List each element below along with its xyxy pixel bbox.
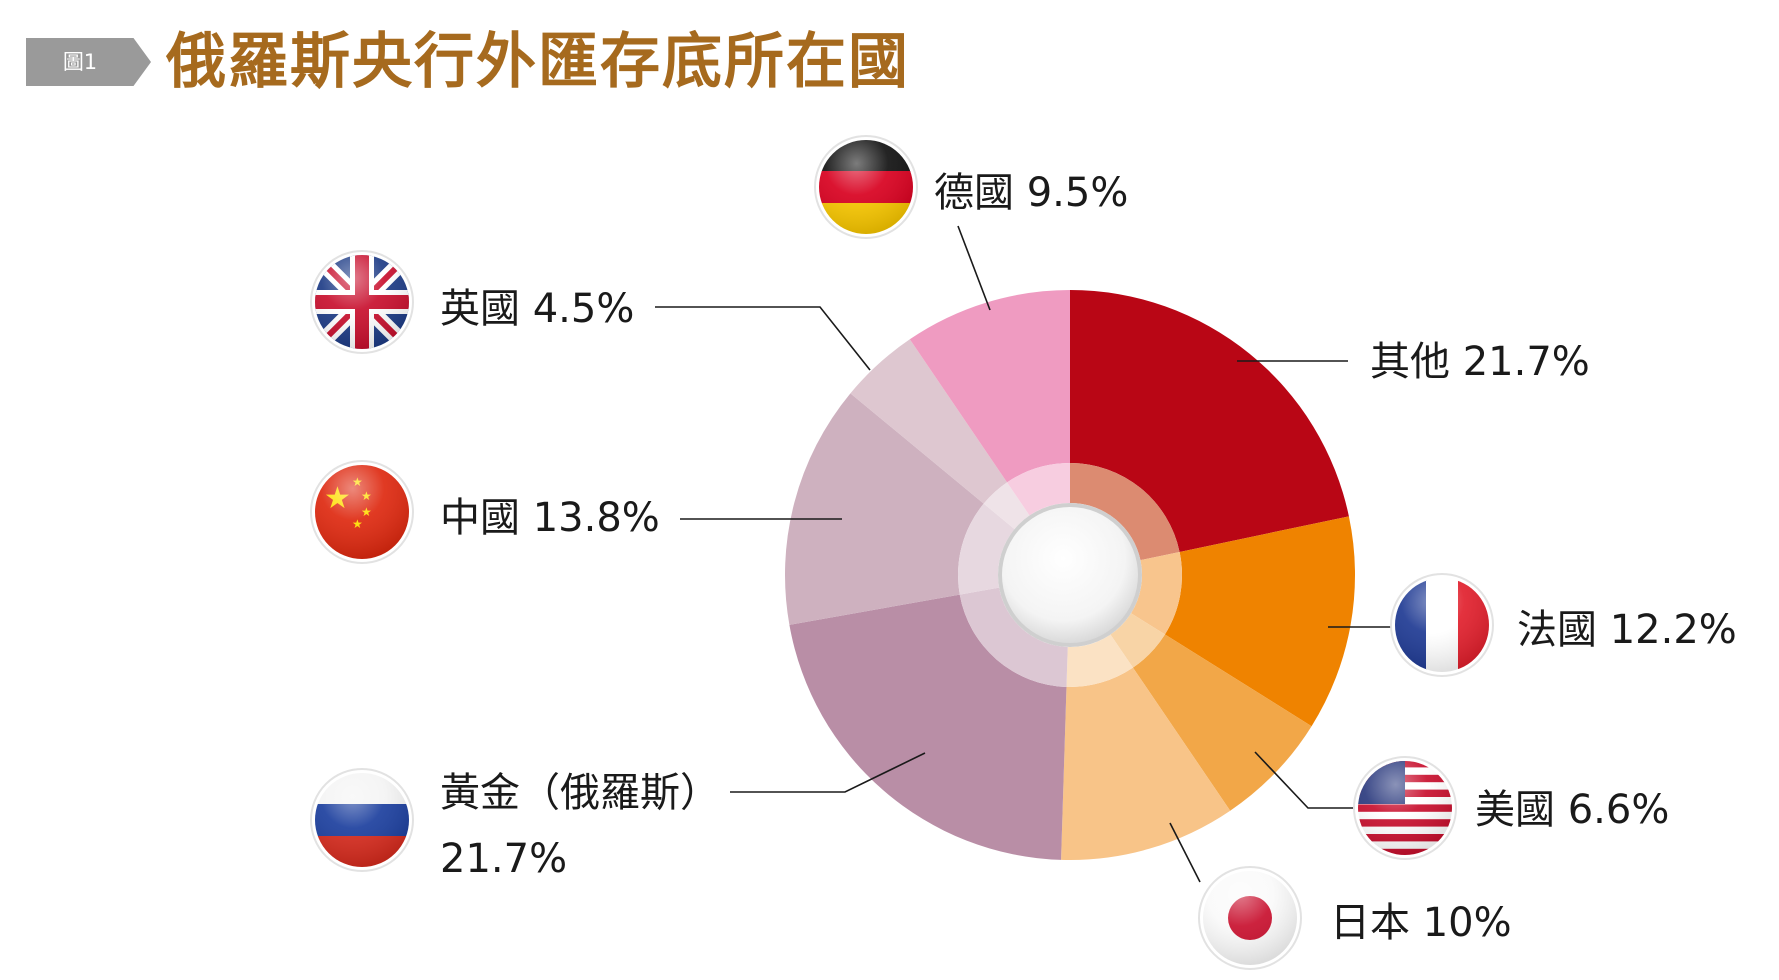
label-usa: 美國 6.6% <box>1475 787 1669 833</box>
figure-tag-label: 圖1 <box>62 50 98 74</box>
donut-slice-inner-0 <box>1070 463 1180 561</box>
donut-slice-inner-4 <box>959 587 1068 687</box>
label-japan: 日本 10% <box>1330 900 1512 946</box>
leader-line-uk <box>655 306 871 371</box>
donut-slice-0 <box>1070 290 1349 552</box>
france-flag-icon <box>1390 573 1494 677</box>
label-gold-russia: 黃金（俄羅斯） <box>440 770 720 816</box>
chart-title: 俄羅斯央行外匯存底所在國 <box>166 27 910 97</box>
donut-slice-2 <box>1132 634 1312 811</box>
donut-slice-inner-2 <box>1110 613 1165 668</box>
donut-slice-inner-1 <box>1131 551 1183 635</box>
donut-slice-3 <box>1061 667 1231 861</box>
donut-slice-5 <box>784 393 984 625</box>
leader-line-usa <box>1254 751 1355 809</box>
label-germany: 德國 9.5% <box>934 170 1128 216</box>
donut-slice-inner-5 <box>958 503 1015 595</box>
label-uk: 英國 4.5% <box>440 286 634 332</box>
china-flag-icon: ★ ★ ★ ★ ★ <box>310 460 414 564</box>
usa-flag-icon <box>1353 756 1457 860</box>
donut-slice-inner-7 <box>1007 463 1070 516</box>
value-gold-russia: 21.7% <box>440 836 567 882</box>
donut-slice-6 <box>850 339 1008 504</box>
donut-slice-inner-3 <box>1066 634 1133 687</box>
russia-flag-icon <box>310 768 414 872</box>
uk-flag-icon <box>310 250 414 354</box>
germany-flag-icon <box>814 135 918 239</box>
label-china: 中國 13.8% <box>440 495 660 541</box>
donut-slice-1 <box>1164 516 1356 727</box>
donut-center-hole <box>1002 507 1138 643</box>
donut-slice-4 <box>789 594 1067 860</box>
leader-line-gold-russia <box>730 752 926 793</box>
figure-tag: 圖1 <box>26 38 151 86</box>
japan-flag-icon <box>1198 866 1302 970</box>
label-other: 其他 21.7% <box>1370 339 1590 385</box>
leader-line-japan <box>1169 822 1201 883</box>
leader-line-germany <box>957 225 991 311</box>
label-france: 法國 12.2% <box>1517 607 1737 653</box>
donut-slice-inner-6 <box>983 482 1030 530</box>
donut-slice-7 <box>909 290 1070 483</box>
